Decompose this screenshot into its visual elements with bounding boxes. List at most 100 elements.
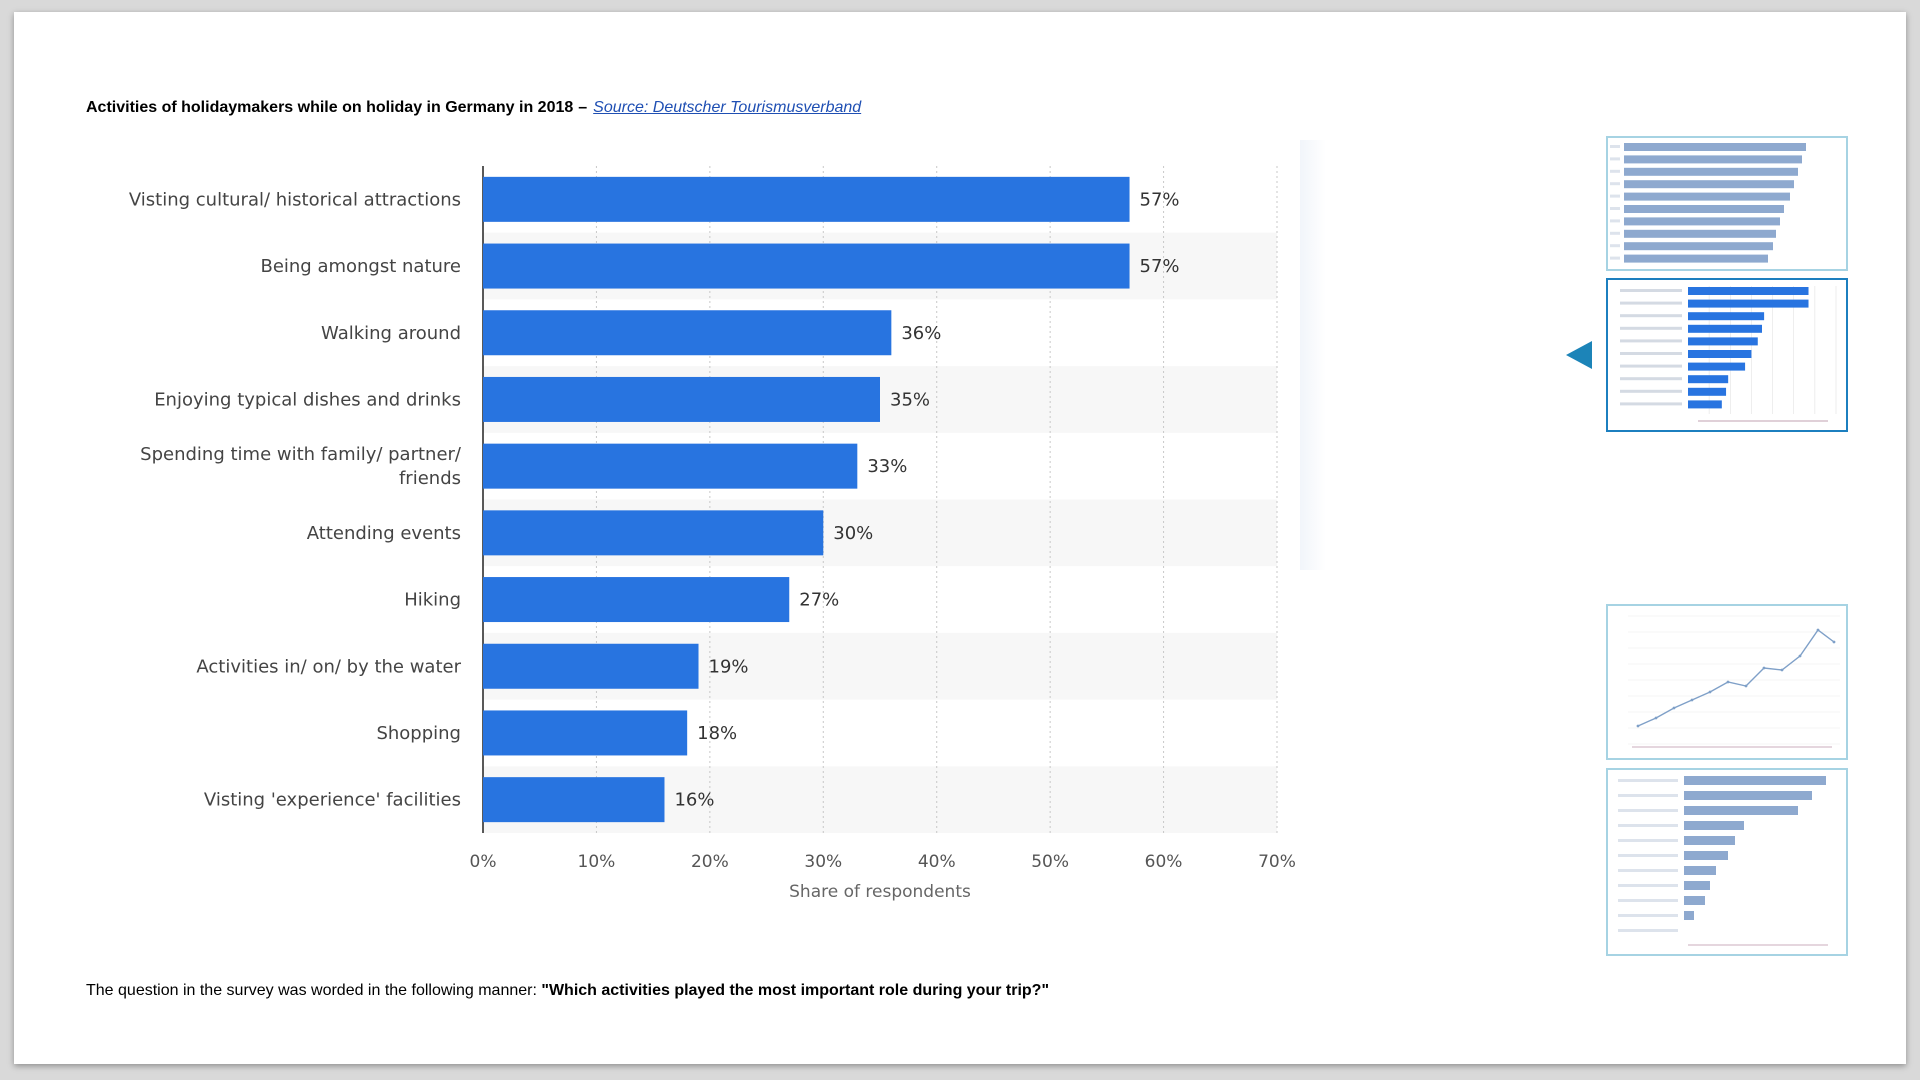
- thumb-label: [1620, 389, 1682, 393]
- source-link[interactable]: Source: Deutscher Tourismusverband: [593, 99, 862, 116]
- x-tick-label: 30%: [804, 852, 842, 872]
- arrow-left-icon: [1566, 341, 1592, 369]
- sidebar-shade: [1300, 140, 1326, 570]
- category-label: Visting cultural/ historical attractions: [129, 189, 461, 210]
- thumb-label: [1618, 794, 1678, 797]
- data-label: 18%: [697, 723, 737, 744]
- x-tick-label: 20%: [691, 852, 729, 872]
- bar: [483, 510, 824, 556]
- thumb-label: [1620, 377, 1682, 381]
- thumb-label: [1620, 402, 1682, 406]
- thumb-bar: [1684, 836, 1735, 845]
- bar-chart-thumbnail[interactable]: [1606, 136, 1848, 271]
- thumb-label: [1618, 884, 1678, 887]
- bar: [483, 577, 790, 623]
- footnote-prefix: The question in the survey was worded in…: [86, 982, 542, 999]
- thumb-label: [1618, 854, 1678, 857]
- line-chart-thumbnail[interactable]: [1606, 604, 1848, 760]
- bar: [483, 176, 1130, 222]
- thumb-label: [1610, 231, 1620, 235]
- data-label: 33%: [867, 456, 907, 477]
- category-label: Shopping: [376, 723, 461, 744]
- data-label: 57%: [1140, 256, 1180, 277]
- data-label: 36%: [901, 323, 941, 344]
- thumb-bar: [1684, 776, 1826, 785]
- thumb-label: [1610, 182, 1620, 186]
- bar-chart: 57% Visting cultural/ historical attracti…: [129, 166, 1296, 902]
- thumb-bar: [1624, 180, 1794, 189]
- bar-chart-thumbnail-2[interactable]: [1606, 768, 1848, 956]
- data-label: 57%: [1140, 189, 1180, 210]
- thumb-axis-labels: [1632, 746, 1832, 748]
- bar: [483, 643, 699, 689]
- thumb-label: [1618, 869, 1678, 872]
- data-label: 35%: [890, 389, 930, 410]
- thumb-bar: [1624, 167, 1798, 176]
- thumb-label: [1620, 326, 1682, 330]
- thumb-point: [1780, 668, 1784, 672]
- category-label: Walking around: [321, 323, 461, 344]
- thumb-point: [1654, 716, 1658, 720]
- chart-title: Activities of holidaymakers while on hol…: [86, 99, 574, 116]
- thumb-bar: [1688, 287, 1809, 295]
- thumb-label: [1620, 339, 1682, 343]
- thumb-bar: [1688, 337, 1758, 346]
- thumb-label: [1618, 779, 1678, 782]
- bar: [483, 243, 1130, 289]
- thumb-bar: [1684, 866, 1716, 875]
- survey-footnote: The question in the survey was worded in…: [86, 982, 1049, 1000]
- thumb-bar: [1688, 362, 1746, 371]
- bar: [483, 777, 665, 823]
- thumb-bar: [1684, 911, 1694, 920]
- category-label: Spending time with family/ partner/frien…: [140, 444, 462, 489]
- thumb-bar: [1688, 324, 1762, 333]
- thumb-label: [1610, 207, 1620, 210]
- footnote-question: "Which activities played the most import…: [541, 982, 1050, 999]
- thumb-point: [1762, 666, 1766, 670]
- x-axis-title: Share of respondents: [789, 882, 971, 902]
- thumb-bar: [1624, 155, 1802, 164]
- thumb-bar: [1624, 192, 1790, 201]
- thumb-bar: [1684, 821, 1744, 830]
- thumb-label: [1618, 809, 1678, 812]
- x-tick-label: 60%: [1145, 852, 1183, 872]
- data-label: 30%: [833, 523, 873, 544]
- thumb-label: [1610, 157, 1620, 161]
- thumb-bar: [1684, 896, 1705, 905]
- thumb-point: [1816, 628, 1820, 632]
- x-tick-label: 10%: [578, 852, 616, 872]
- thumb-label: [1610, 194, 1620, 198]
- thumb-label: [1618, 824, 1678, 827]
- thumb-bar: [1624, 217, 1780, 226]
- thumb-point: [1708, 690, 1712, 694]
- thumb-bar: [1684, 851, 1728, 860]
- x-tick-label: 50%: [1031, 852, 1069, 872]
- data-label: 19%: [709, 656, 749, 677]
- x-tick-label: 70%: [1258, 852, 1296, 872]
- thumb-label: [1620, 364, 1682, 368]
- x-tick-label: 40%: [918, 852, 956, 872]
- thumb-bar: [1624, 254, 1768, 263]
- bar: [483, 443, 858, 489]
- thumb-label: [1620, 289, 1682, 292]
- thumb-bar: [1624, 242, 1773, 251]
- category-label: Attending events: [307, 523, 461, 544]
- activities-chart-thumbnail[interactable]: [1606, 278, 1848, 432]
- thumb-axis-labels: [1698, 420, 1828, 422]
- thumb-label: [1618, 929, 1678, 932]
- thumb-label: [1618, 839, 1678, 842]
- thumb-label: [1610, 219, 1620, 223]
- data-label: 27%: [799, 590, 839, 611]
- thumb-point: [1744, 684, 1748, 688]
- category-label: Visting 'experience' facilities: [204, 790, 461, 811]
- thumb-label: [1620, 352, 1682, 355]
- thumb-bar: [1688, 312, 1765, 321]
- x-tick-label: 0%: [470, 852, 497, 872]
- thumb-line: [1637, 629, 1835, 727]
- thumb-point: [1672, 706, 1676, 710]
- bar: [483, 376, 880, 422]
- title-separator: –: [578, 99, 588, 116]
- thumb-label: [1610, 256, 1620, 260]
- thumb-bar: [1684, 806, 1798, 815]
- thumb-label: [1618, 914, 1678, 917]
